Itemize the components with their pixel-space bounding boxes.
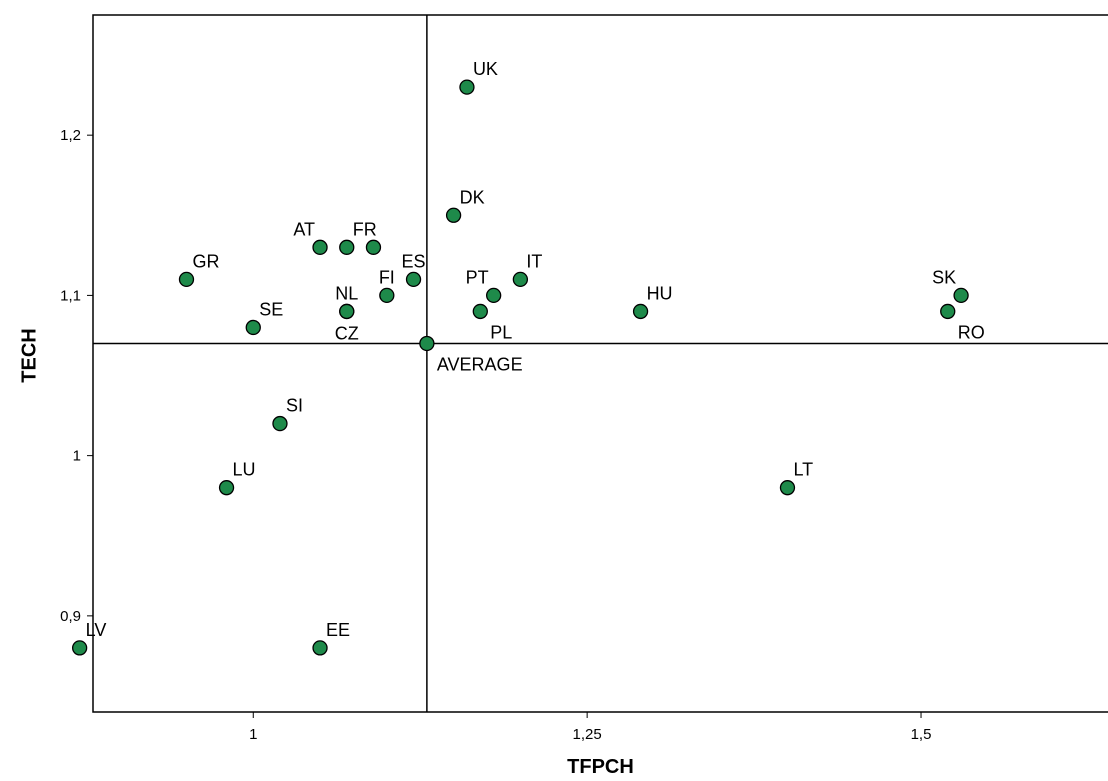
data-point bbox=[445, 207, 462, 223]
point-label: AT bbox=[293, 219, 315, 239]
point-label: AVERAGE bbox=[437, 354, 523, 374]
axis-ticks: 1 1,25 1,5 0,9 1 1,1 1,2 bbox=[60, 127, 931, 743]
data-point bbox=[312, 640, 328, 656]
data-point bbox=[472, 303, 488, 320]
data-point bbox=[339, 303, 355, 320]
data-point bbox=[512, 271, 529, 288]
data-point bbox=[419, 335, 435, 352]
data-point bbox=[379, 287, 395, 304]
point-label: SE bbox=[259, 299, 283, 319]
point-label: ES bbox=[402, 251, 426, 271]
x-tick-label: 1,25 bbox=[573, 726, 602, 743]
data-point bbox=[405, 271, 422, 288]
y-tick-label: 1 bbox=[73, 448, 81, 465]
data-point bbox=[178, 271, 195, 288]
point-label: HU bbox=[647, 283, 673, 303]
data-point bbox=[779, 480, 796, 496]
y-axis-title-wrap: TECH bbox=[0, 0, 60, 710]
point-label: UK bbox=[473, 59, 498, 79]
x-axis-title: TFPCH bbox=[567, 756, 634, 778]
point-labels: UK DK AT FR GR ES IT FI NL PT PL HU SK RO SE CZ AVERAGE S… bbox=[86, 59, 985, 640]
y-tick-label: 1,1 bbox=[60, 287, 81, 304]
data-point bbox=[71, 640, 88, 656]
point-label: GR bbox=[192, 251, 219, 271]
average-reference-lines bbox=[93, 15, 1108, 712]
data-points bbox=[71, 79, 969, 656]
point-label: FI bbox=[379, 267, 395, 287]
x-tick-label: 1,5 bbox=[911, 726, 932, 743]
point-label: CZ bbox=[335, 323, 359, 343]
data-point bbox=[459, 79, 475, 95]
data-point bbox=[365, 239, 382, 255]
y-axis-title: TECH bbox=[18, 327, 41, 383]
data-point bbox=[312, 239, 328, 255]
point-label: EE bbox=[326, 620, 350, 640]
point-label: RO bbox=[958, 322, 985, 342]
data-point bbox=[632, 303, 649, 320]
data-point bbox=[940, 303, 956, 320]
point-label: IT bbox=[526, 251, 542, 271]
point-label: LT bbox=[793, 460, 813, 480]
point-label: DK bbox=[460, 187, 485, 207]
point-label: FR bbox=[353, 219, 377, 239]
point-label: SI bbox=[286, 396, 303, 416]
data-point bbox=[486, 287, 502, 304]
data-point bbox=[245, 319, 261, 336]
data-point bbox=[339, 239, 355, 255]
x-tick-label: 1 bbox=[249, 726, 257, 743]
data-point bbox=[953, 287, 969, 304]
point-label: SK bbox=[932, 267, 956, 287]
point-label: NL bbox=[335, 283, 358, 303]
y-tick-label: 0,9 bbox=[60, 608, 81, 625]
point-label: PT bbox=[466, 267, 489, 287]
point-label: LU bbox=[233, 460, 256, 480]
data-point bbox=[218, 480, 235, 496]
data-point bbox=[272, 415, 288, 432]
y-tick-label: 1,2 bbox=[60, 127, 81, 144]
plot-frame bbox=[92, 14, 1108, 713]
point-label: LV bbox=[86, 620, 107, 640]
point-label: PL bbox=[490, 322, 512, 342]
